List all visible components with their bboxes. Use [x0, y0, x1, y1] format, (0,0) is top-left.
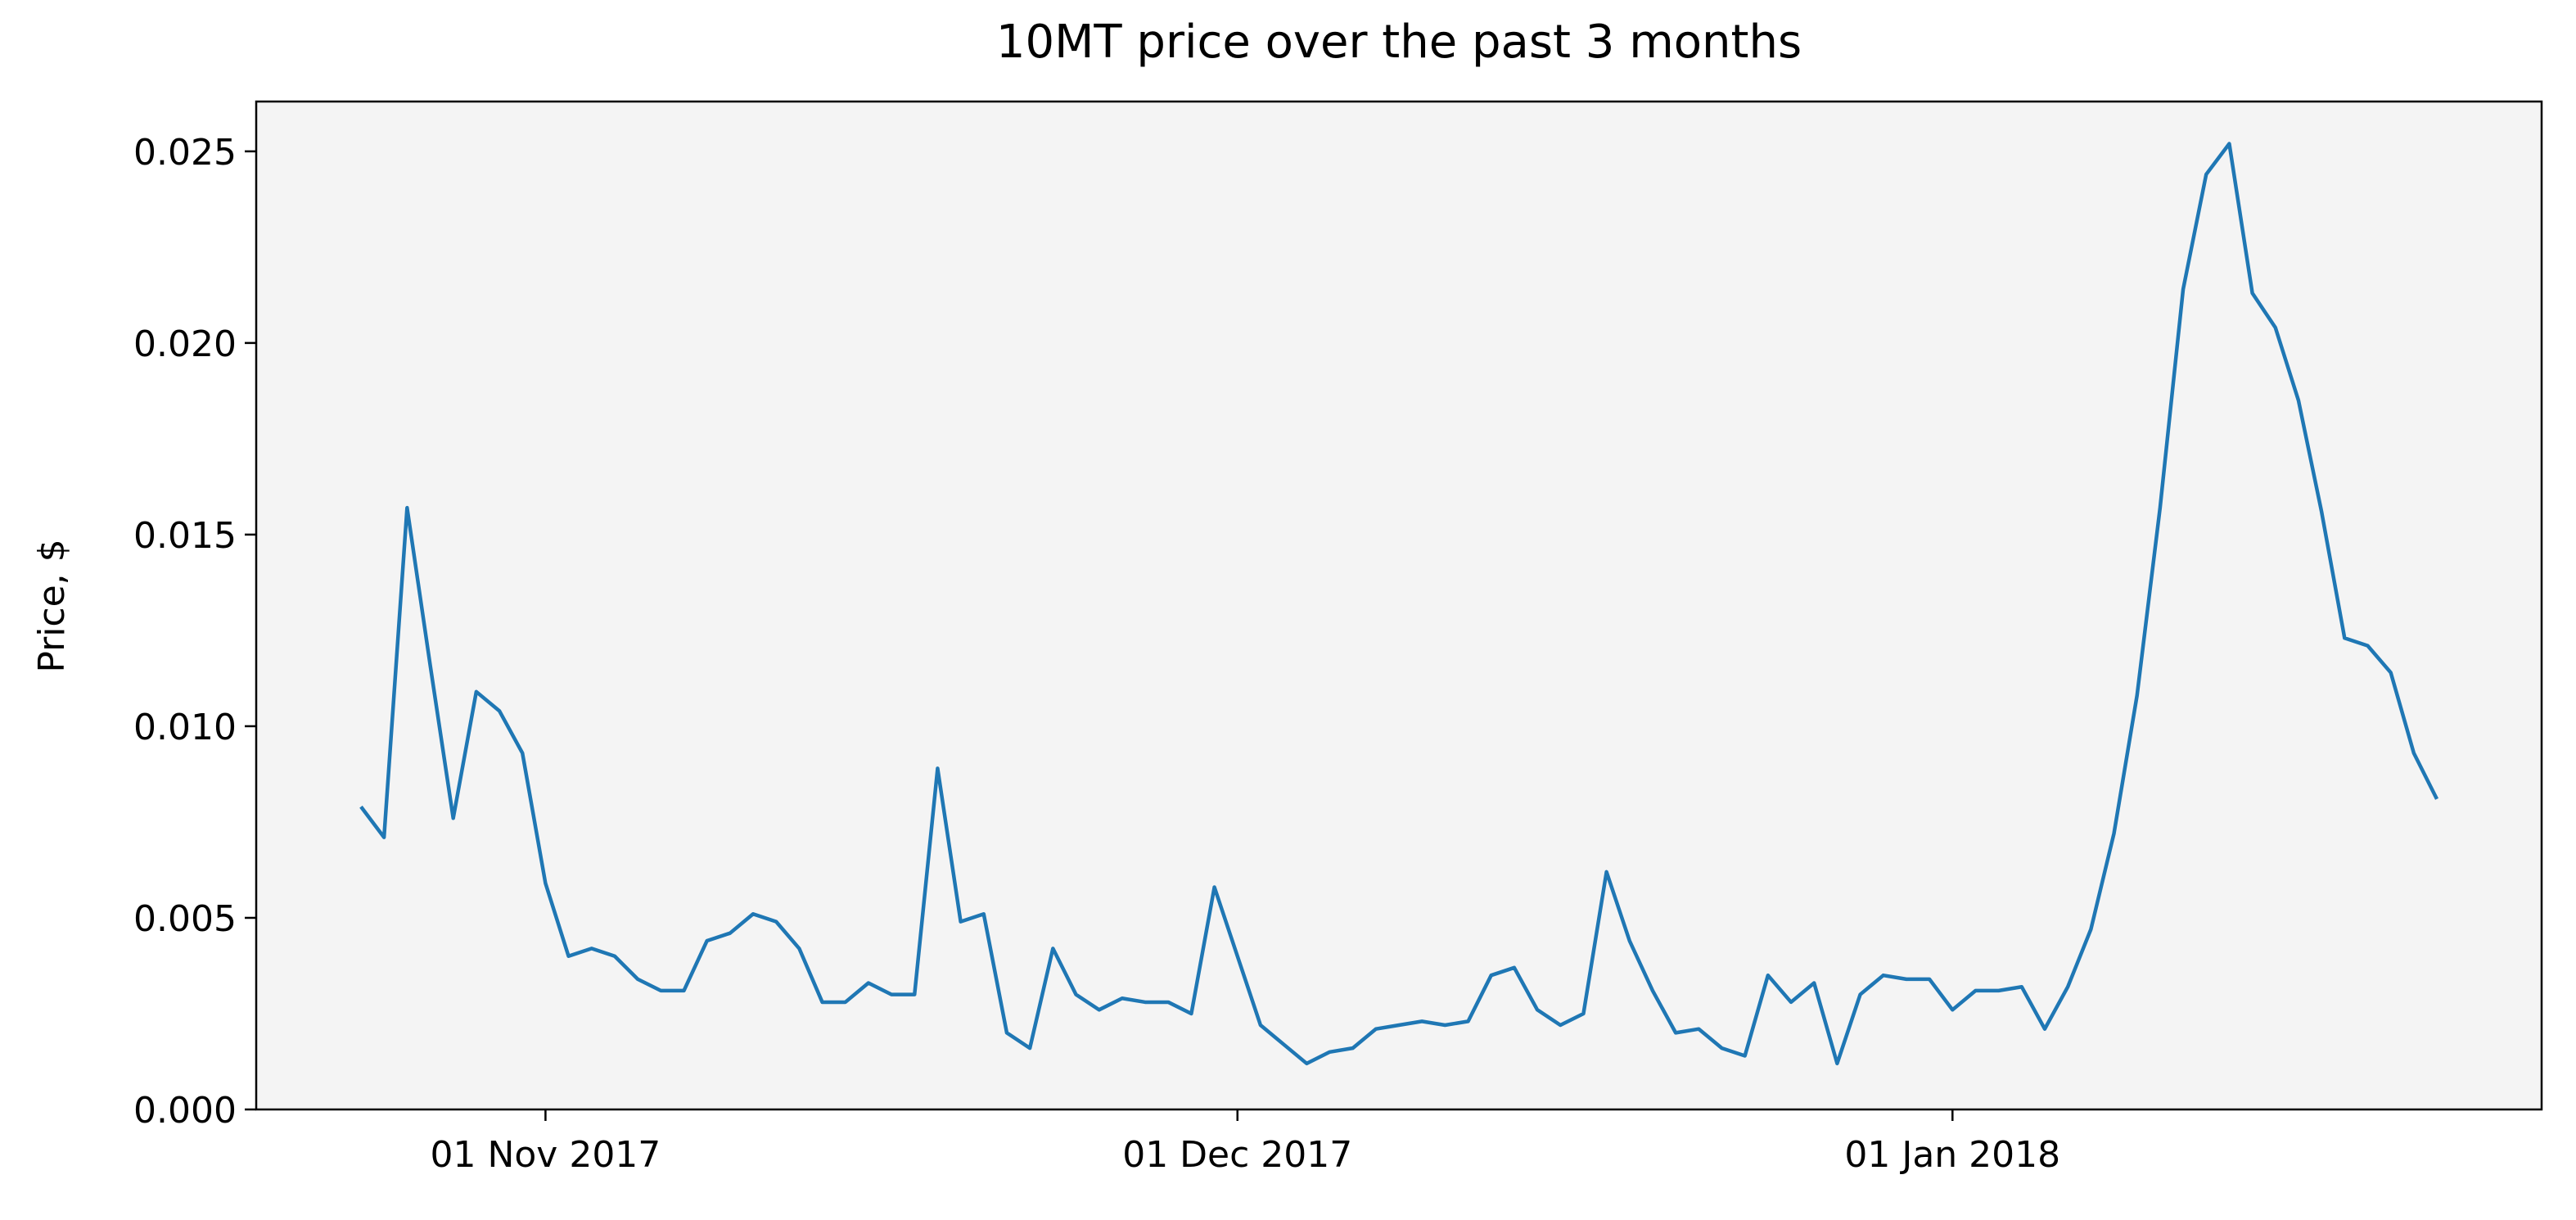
y-axis-label: Price, $ — [31, 539, 73, 672]
price-line — [359, 142, 2439, 1066]
x-tick-label: 01 Nov 2017 — [430, 1134, 661, 1176]
x-tick-label: 01 Dec 2017 — [1122, 1134, 1352, 1176]
y-tick-label: 0.025 — [133, 132, 237, 174]
plot-layer: 0.000 0.005 0.010 0.015 0.020 0.025 01 Nov 201… — [133, 132, 2439, 1176]
y-tick-label: 0.010 — [133, 707, 237, 748]
y-tick-label: 0.015 — [133, 515, 237, 557]
plot-frame — [255, 100, 2543, 1111]
chart-title: 10MT price over the past 3 months — [996, 16, 1802, 69]
plot-area — [256, 102, 2542, 1109]
x-tick-label: 01 Jan 2018 — [1844, 1134, 2060, 1176]
y-tick-label: 0.005 — [133, 898, 237, 940]
y-tick-label: 0.020 — [133, 323, 237, 365]
y-tick-label: 0.000 — [133, 1090, 237, 1132]
